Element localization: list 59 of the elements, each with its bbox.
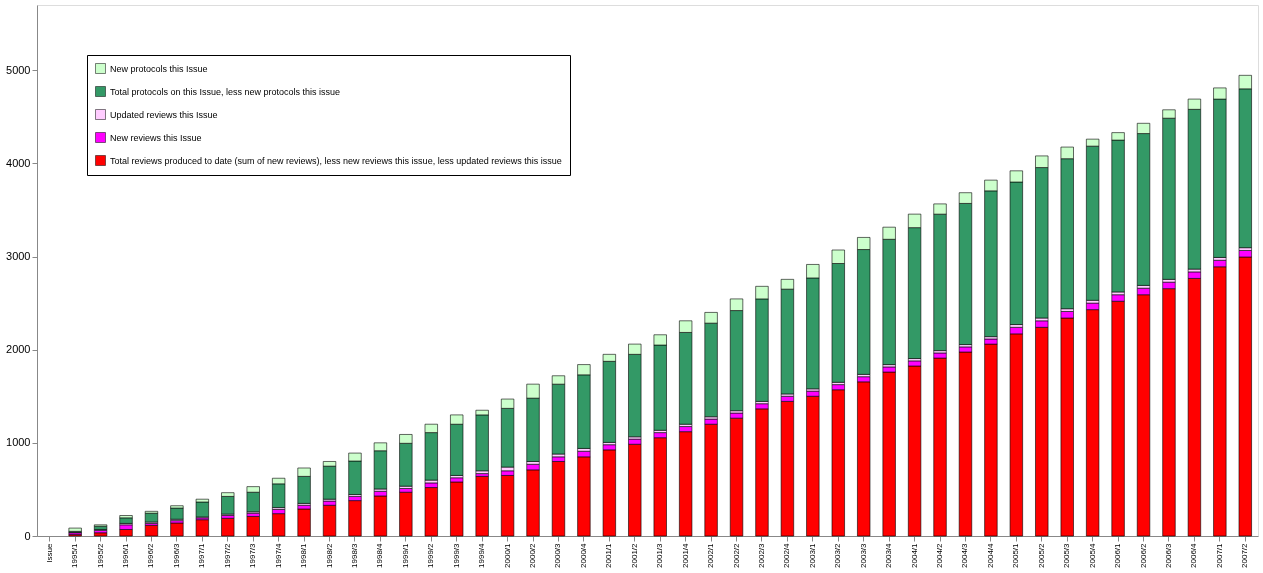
y-tick-label: 4000 [6,156,31,169]
x-tick-label: 1996/2 [146,542,156,568]
x-tick-label: 1996/1 [121,542,131,568]
x-tick-label: 1998/3 [349,542,359,568]
legend-label: Total reviews produced to date (sum of new reviews), less new reviews this issue, less updated reviews this issue [110,155,562,166]
x-tick-label: 1997/1 [197,542,207,568]
x-tick-label: 2006/3 [1163,542,1173,568]
x-tick-label: 1997/2 [222,542,232,568]
x-tick-label: 1999/4 [477,542,487,568]
y-tick-label: 5000 [6,63,31,76]
x-tick-label: 2003/4 [884,542,894,568]
x-tick-label: 2000/1 [502,542,512,568]
x-tick-label: 2003/2 [833,542,843,568]
x-tick-label: 2005/2 [1036,542,1046,568]
x-tick-label: 1995/2 [95,542,105,568]
x-tick-label: 2002/3 [756,542,766,568]
x-tick-label: 2004/1 [909,542,919,568]
x-tick-label: 2002/2 [731,542,741,568]
x-tick-label: 1996/3 [171,542,181,568]
x-tick-label: 2001/1 [604,542,614,568]
y-tick-label: 0 [24,529,31,542]
x-tick-label: 2001/2 [629,542,639,568]
legend-label: Total protocols on this Issue, less new protocols this issue [110,86,341,97]
x-tick-label: 2000/2 [528,542,538,568]
legend-label: New reviews this Issue [110,132,202,143]
x-tick-label: 2005/4 [1087,542,1097,568]
x-tick-label: 2006/1 [1113,542,1123,568]
x-tick-label: 2004/4 [985,542,995,568]
x-tick-label: Issue [44,542,54,563]
x-tick-label: 2005/1 [1011,542,1021,568]
x-tick-label: 2001/3 [655,542,665,568]
x-tick-label: 2000/3 [553,542,563,568]
x-tick-label: 1998/4 [375,542,385,568]
x-tick-label: 1998/1 [299,542,309,568]
y-tick-label: 1000 [6,436,31,449]
x-tick-label: 2001/4 [680,542,690,568]
y-tick-label: 2000 [6,343,31,356]
x-tick-label: 1997/3 [248,542,258,568]
x-tick-label: 2004/2 [935,542,945,568]
x-tick-label: 2003/3 [858,542,868,568]
x-tick-label: 2007/1 [1214,542,1224,568]
x-tick-label: 2004/3 [960,542,970,568]
x-tick-label: 1997/4 [273,542,283,568]
x-tick-label: 1999/2 [426,542,436,568]
x-tick-label: 1999/1 [400,542,410,568]
x-tick-label: 2005/3 [1062,542,1072,568]
x-tick-label: 2006/2 [1138,542,1148,568]
x-tick-label: 2003/1 [807,542,817,568]
x-tick-label: 2007/2 [1240,542,1250,568]
y-tick-label: 3000 [6,250,31,263]
x-tick-label: 1999/3 [451,542,461,568]
legend-label: Updated reviews this Issue [110,109,218,120]
x-tick-label: 2002/4 [782,542,792,568]
x-tick-label: 1998/2 [324,542,334,568]
x-tick-label: 2000/4 [578,542,588,568]
x-tick-label: 2006/4 [1189,542,1199,568]
legend-label: New protocols this Issue [110,63,208,74]
x-tick-label: 1995/1 [70,542,80,568]
x-tick-label: 2002/1 [706,542,716,568]
